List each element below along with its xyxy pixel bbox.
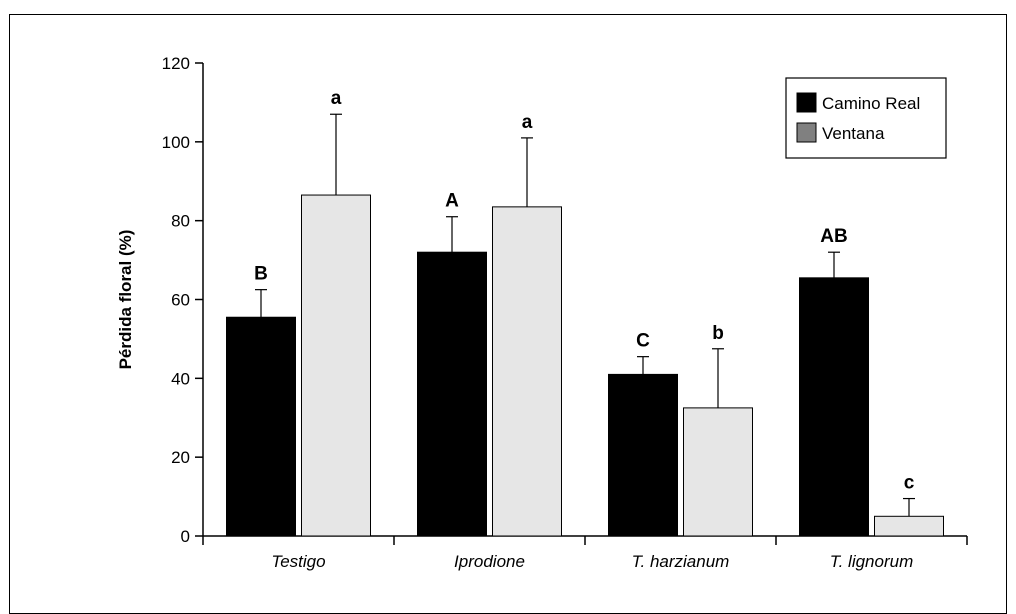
bar-camino-real-testigo — [226, 316, 296, 537]
bar-ventana-iprodione — [492, 206, 562, 537]
bar-chart: Pérdida floral (%) 0 20 40 60 80 100 120 Testi… — [116, 54, 968, 571]
y-tick-label-0: 0 — [181, 527, 190, 546]
y-tick-label-20: 20 — [171, 448, 190, 467]
bar-camino-real-t-lignorum — [799, 277, 869, 537]
legend: Camino Real Ventana — [785, 77, 947, 159]
y-tick-label-100: 100 — [162, 133, 190, 152]
x-tick-label-testigo: Testigo — [271, 552, 325, 571]
legend-label-camino-real: Camino Real — [822, 94, 920, 113]
bar-ventana-t-harzianum — [683, 407, 753, 537]
significance-letter-ventana-t-lignorum: c — [904, 473, 915, 494]
error-bars — [255, 113, 915, 517]
y-tick-label-120: 120 — [162, 54, 190, 73]
significance-letter-camino-real-testigo: B — [254, 264, 268, 285]
significance-letter-camino-real-t-harzianum: C — [636, 331, 650, 352]
legend-label-ventana: Ventana — [822, 124, 885, 143]
y-ticks: 0 20 40 60 80 100 120 — [162, 54, 203, 546]
legend-swatch-camino-real — [796, 92, 817, 113]
bar-camino-real-iprodione — [417, 251, 487, 537]
significance-letter-ventana-t-harzianum: b — [712, 323, 724, 344]
x-tick-label-iprodione: Iprodione — [454, 552, 525, 571]
significance-letter-camino-real-t-lignorum: AB — [820, 226, 847, 247]
x-ticks: Testigo Iprodione T. harzianum T. lignorum — [202, 536, 968, 571]
significance-letters: B A C AB a a b c — [254, 88, 915, 493]
y-tick-label-80: 80 — [171, 212, 190, 231]
bar-camino-real-t-harzianum — [608, 373, 678, 537]
significance-letter-ventana-iprodione: a — [522, 112, 533, 133]
significance-letter-camino-real-iprodione: A — [445, 191, 459, 212]
bar-ventana-t-lignorum — [874, 515, 944, 537]
y-tick-label-60: 60 — [171, 291, 190, 310]
legend-swatch-ventana — [796, 122, 817, 143]
y-axis-label: Pérdida floral (%) — [116, 230, 135, 370]
x-tick-label-t-lignorum: T. lignorum — [830, 552, 913, 571]
legend-box — [785, 77, 947, 159]
y-tick-label-40: 40 — [171, 369, 190, 388]
bars — [226, 194, 944, 537]
bar-ventana-testigo — [301, 194, 371, 537]
significance-letter-ventana-testigo: a — [331, 88, 342, 109]
x-tick-label-t-harzianum: T. harzianum — [632, 552, 730, 571]
